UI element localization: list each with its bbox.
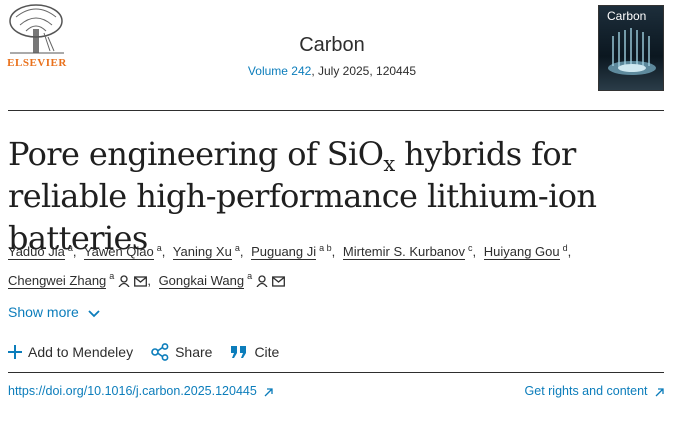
action-label[interactable]: Cite — [254, 344, 280, 360]
article-title: Pore engineering of SiOx hybrids for rel… — [8, 133, 668, 259]
volume-link[interactable]: Volume 242 — [247, 64, 312, 78]
mail-icon — [272, 276, 286, 287]
publisher-logo — [9, 4, 64, 54]
author[interactable]: Puguang Ji a b — [251, 243, 339, 261]
author[interactable]: Yaning Xu a — [172, 243, 247, 261]
publisher[interactable]: ELSEVIER — [7, 57, 67, 69]
author-name[interactable]: Yaning Xu — [172, 244, 232, 261]
share-button[interactable]: Share — [151, 343, 212, 361]
affiliation[interactable]: d — [562, 243, 568, 253]
author-name[interactable]: Yawen Qiao — [83, 244, 154, 261]
author-name[interactable]: Mirtemir S. Kurbanov — [342, 244, 465, 261]
volume-line: Volume 242, July 2025, 120445 — [150, 64, 514, 78]
title-text: Pore engineering of SiO — [8, 135, 384, 173]
title-subscript: x — [383, 152, 395, 176]
action-label[interactable]: Add to Mendeley — [28, 344, 134, 360]
external-icon — [264, 388, 273, 397]
affiliation[interactable]: a — [156, 243, 162, 253]
external-icon — [655, 388, 664, 397]
doi-text[interactable]: https://doi.org/10.1016/j.carbon.2025.12… — [8, 384, 257, 398]
journal-title[interactable]: Carbon — [299, 34, 365, 56]
plus-icon — [8, 345, 22, 359]
author[interactable]: Yawen Qiao a — [83, 243, 169, 261]
chevron-icon — [88, 310, 100, 318]
issue-details: , July 2025, 120445 — [311, 64, 417, 78]
action-bar: Add to Mendeley Share Cite — [8, 343, 279, 361]
rights-link[interactable]: Get rights and content — [525, 384, 664, 398]
quote-icon — [231, 346, 247, 358]
mendeley-button[interactable]: Add to Mendeley — [8, 343, 133, 361]
author-name[interactable]: Gongkai Wang — [158, 272, 245, 289]
affiliation[interactable]: a — [109, 271, 115, 282]
mail-icon — [134, 276, 148, 287]
author-name[interactable]: Chengwei Zhang — [8, 272, 107, 289]
show-more-label[interactable]: Show more — [8, 304, 79, 320]
journal-cover[interactable]: Carbon — [598, 5, 664, 91]
author[interactable]: Chengwei Zhang a — [8, 271, 155, 289]
cover-title: Carbon — [607, 9, 647, 23]
author-name[interactable]: Huiyang Gou — [483, 244, 560, 261]
cite-button[interactable]: Cite — [230, 343, 279, 361]
author-name[interactable]: Puguang Ji — [251, 244, 317, 261]
affiliation[interactable]: a — [234, 243, 240, 253]
rights-text[interactable]: Get rights and content — [524, 384, 648, 398]
affiliation[interactable]: a — [67, 243, 73, 253]
author[interactable]: Mirtemir S. Kurbanov c — [342, 243, 480, 261]
show-more[interactable]: Show more — [8, 304, 101, 320]
affiliation[interactable]: a — [247, 271, 253, 282]
author[interactable]: Huiyang Gou d — [483, 243, 575, 261]
divider — [8, 372, 664, 373]
author[interactable]: Yaduo Jia a — [8, 243, 81, 261]
author[interactable]: Gongkai Wang a — [158, 271, 286, 289]
cover-art — [608, 28, 656, 75]
title-text: hybrids for reliable high-performance li… — [8, 135, 597, 257]
person-icon — [256, 275, 268, 287]
share-icon — [151, 343, 169, 361]
person-icon — [118, 275, 130, 287]
author-name[interactable]: Yaduo Jia — [8, 244, 65, 261]
affiliation[interactable]: a b — [319, 243, 332, 253]
divider — [8, 110, 664, 111]
affiliation[interactable]: c — [468, 243, 473, 253]
doi-link[interactable]: https://doi.org/10.1016/j.carbon.2025.12… — [8, 384, 273, 398]
action-label[interactable]: Share — [175, 344, 213, 360]
